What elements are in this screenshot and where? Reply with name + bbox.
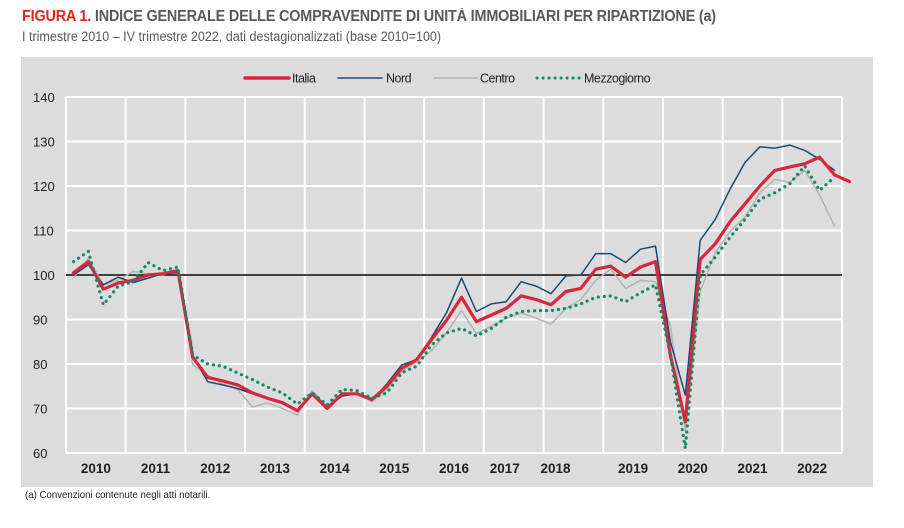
- x-tick-label: 2021: [737, 461, 768, 476]
- legend-label-mezzogiorno: Mezzogiorno: [584, 72, 651, 86]
- x-tick-label: 2013: [260, 461, 291, 476]
- x-tick-label: 2010: [81, 461, 111, 476]
- x-tick-label: 2015: [379, 461, 410, 476]
- y-axis-ticks: 60 70 80 90 100 110 120 130 140: [33, 90, 55, 461]
- x-tick-label: 2019: [618, 461, 648, 476]
- x-tick-label: 2014: [320, 461, 351, 476]
- y-tick-label: 110: [33, 224, 54, 239]
- legend-label-italia: Italia: [292, 72, 316, 86]
- figure-label: FIGURA 1.: [22, 8, 92, 25]
- series-line-mezzogiorno: [71, 164, 837, 451]
- series-line-italia: [71, 155, 852, 424]
- legend-label-nord: Nord: [386, 72, 412, 86]
- x-tick-label: 2018: [540, 461, 571, 476]
- y-tick-label: 90: [33, 313, 47, 328]
- legend: Italia Nord Centro Mezzogiorno: [243, 72, 651, 86]
- y-tick-label: 130: [33, 135, 55, 150]
- series-line-nord: [72, 144, 836, 412]
- y-tick-label: 80: [33, 357, 47, 372]
- x-tick-label: 2012: [200, 461, 230, 476]
- figure-title: FIGURA 1. INDICE GENERALE DELLE COMPRAVE…: [22, 8, 716, 26]
- chart-panel: [21, 57, 873, 487]
- figure-subtitle: I trimestre 2010 – IV trimestre 2022, da…: [22, 29, 442, 44]
- y-tick-label: 140: [33, 90, 55, 105]
- y-tick-label: 100: [33, 268, 55, 283]
- y-tick-label: 120: [33, 179, 55, 194]
- x-tick-label: 2020: [678, 461, 708, 476]
- x-tick-label: 2016: [439, 461, 470, 476]
- x-tick-label: 2011: [141, 461, 171, 476]
- legend-label-centro: Centro: [480, 72, 515, 86]
- series-lines: [71, 144, 852, 451]
- footnote: (a) Convenzioni contenute negli atti not…: [25, 489, 211, 501]
- x-axis-ticks: 2010 2011 2012 2013 2014 2015 2016 2017 2018 2019…: [81, 461, 827, 476]
- figure-title-text: INDICE GENERALE DELLE COMPRAVENDITE DI U…: [91, 8, 716, 25]
- x-tick-label: 2017: [490, 461, 520, 476]
- y-tick-label: 70: [33, 402, 47, 417]
- x-tick-label: 2022: [797, 461, 827, 476]
- y-tick-label: 60: [33, 446, 47, 461]
